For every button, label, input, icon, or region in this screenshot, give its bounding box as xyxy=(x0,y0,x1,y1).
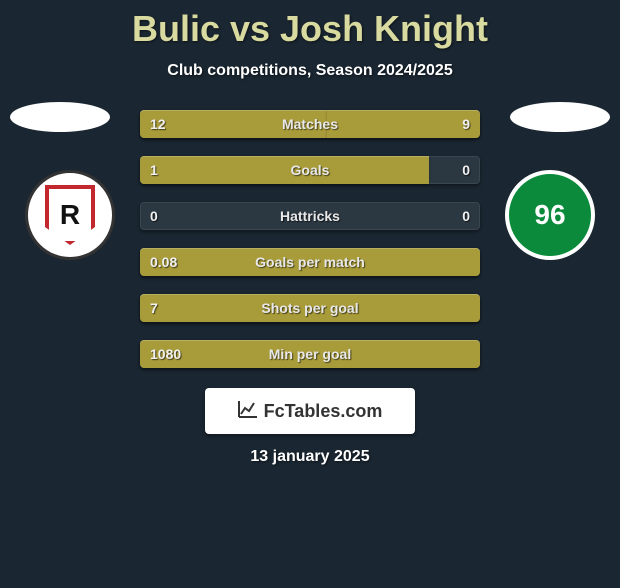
stat-row: 7Shots per goal xyxy=(140,294,480,322)
date-text: 13 january 2025 xyxy=(0,448,620,466)
stat-bars: 129Matches 10Goals 00Hattricks 0.08Goals pe… xyxy=(140,110,480,368)
stat-label: Goals xyxy=(140,156,480,184)
player-photo-left xyxy=(10,102,110,132)
comparison-panel: R 96 129Matches 10Goals 00Hattricks 0.08Goa… xyxy=(0,110,620,368)
stat-label: Hattricks xyxy=(140,202,480,230)
stat-label: Matches xyxy=(140,110,480,138)
branding-box: FcTables.com xyxy=(205,388,415,434)
stat-label: Goals per match xyxy=(140,248,480,276)
stat-row: 10Goals xyxy=(140,156,480,184)
subtitle: Club competitions, Season 2024/2025 xyxy=(0,62,620,80)
stat-label: Min per goal xyxy=(140,340,480,368)
stat-row: 129Matches xyxy=(140,110,480,138)
badge-r-shield: R xyxy=(45,185,95,245)
player-photo-right xyxy=(510,102,610,132)
brand-chart-icon xyxy=(238,400,258,423)
team-badge-left: R xyxy=(25,170,115,260)
stat-row: 0.08Goals per match xyxy=(140,248,480,276)
page-title: Bulic vs Josh Knight xyxy=(0,8,620,50)
stat-label: Shots per goal xyxy=(140,294,480,322)
team-badge-right: 96 xyxy=(505,170,595,260)
brand-text: FcTables.com xyxy=(264,401,383,422)
badge-r-circle: R xyxy=(25,170,115,260)
stat-row: 1080Min per goal xyxy=(140,340,480,368)
stat-row: 00Hattricks xyxy=(140,202,480,230)
badge-96-circle: 96 xyxy=(505,170,595,260)
